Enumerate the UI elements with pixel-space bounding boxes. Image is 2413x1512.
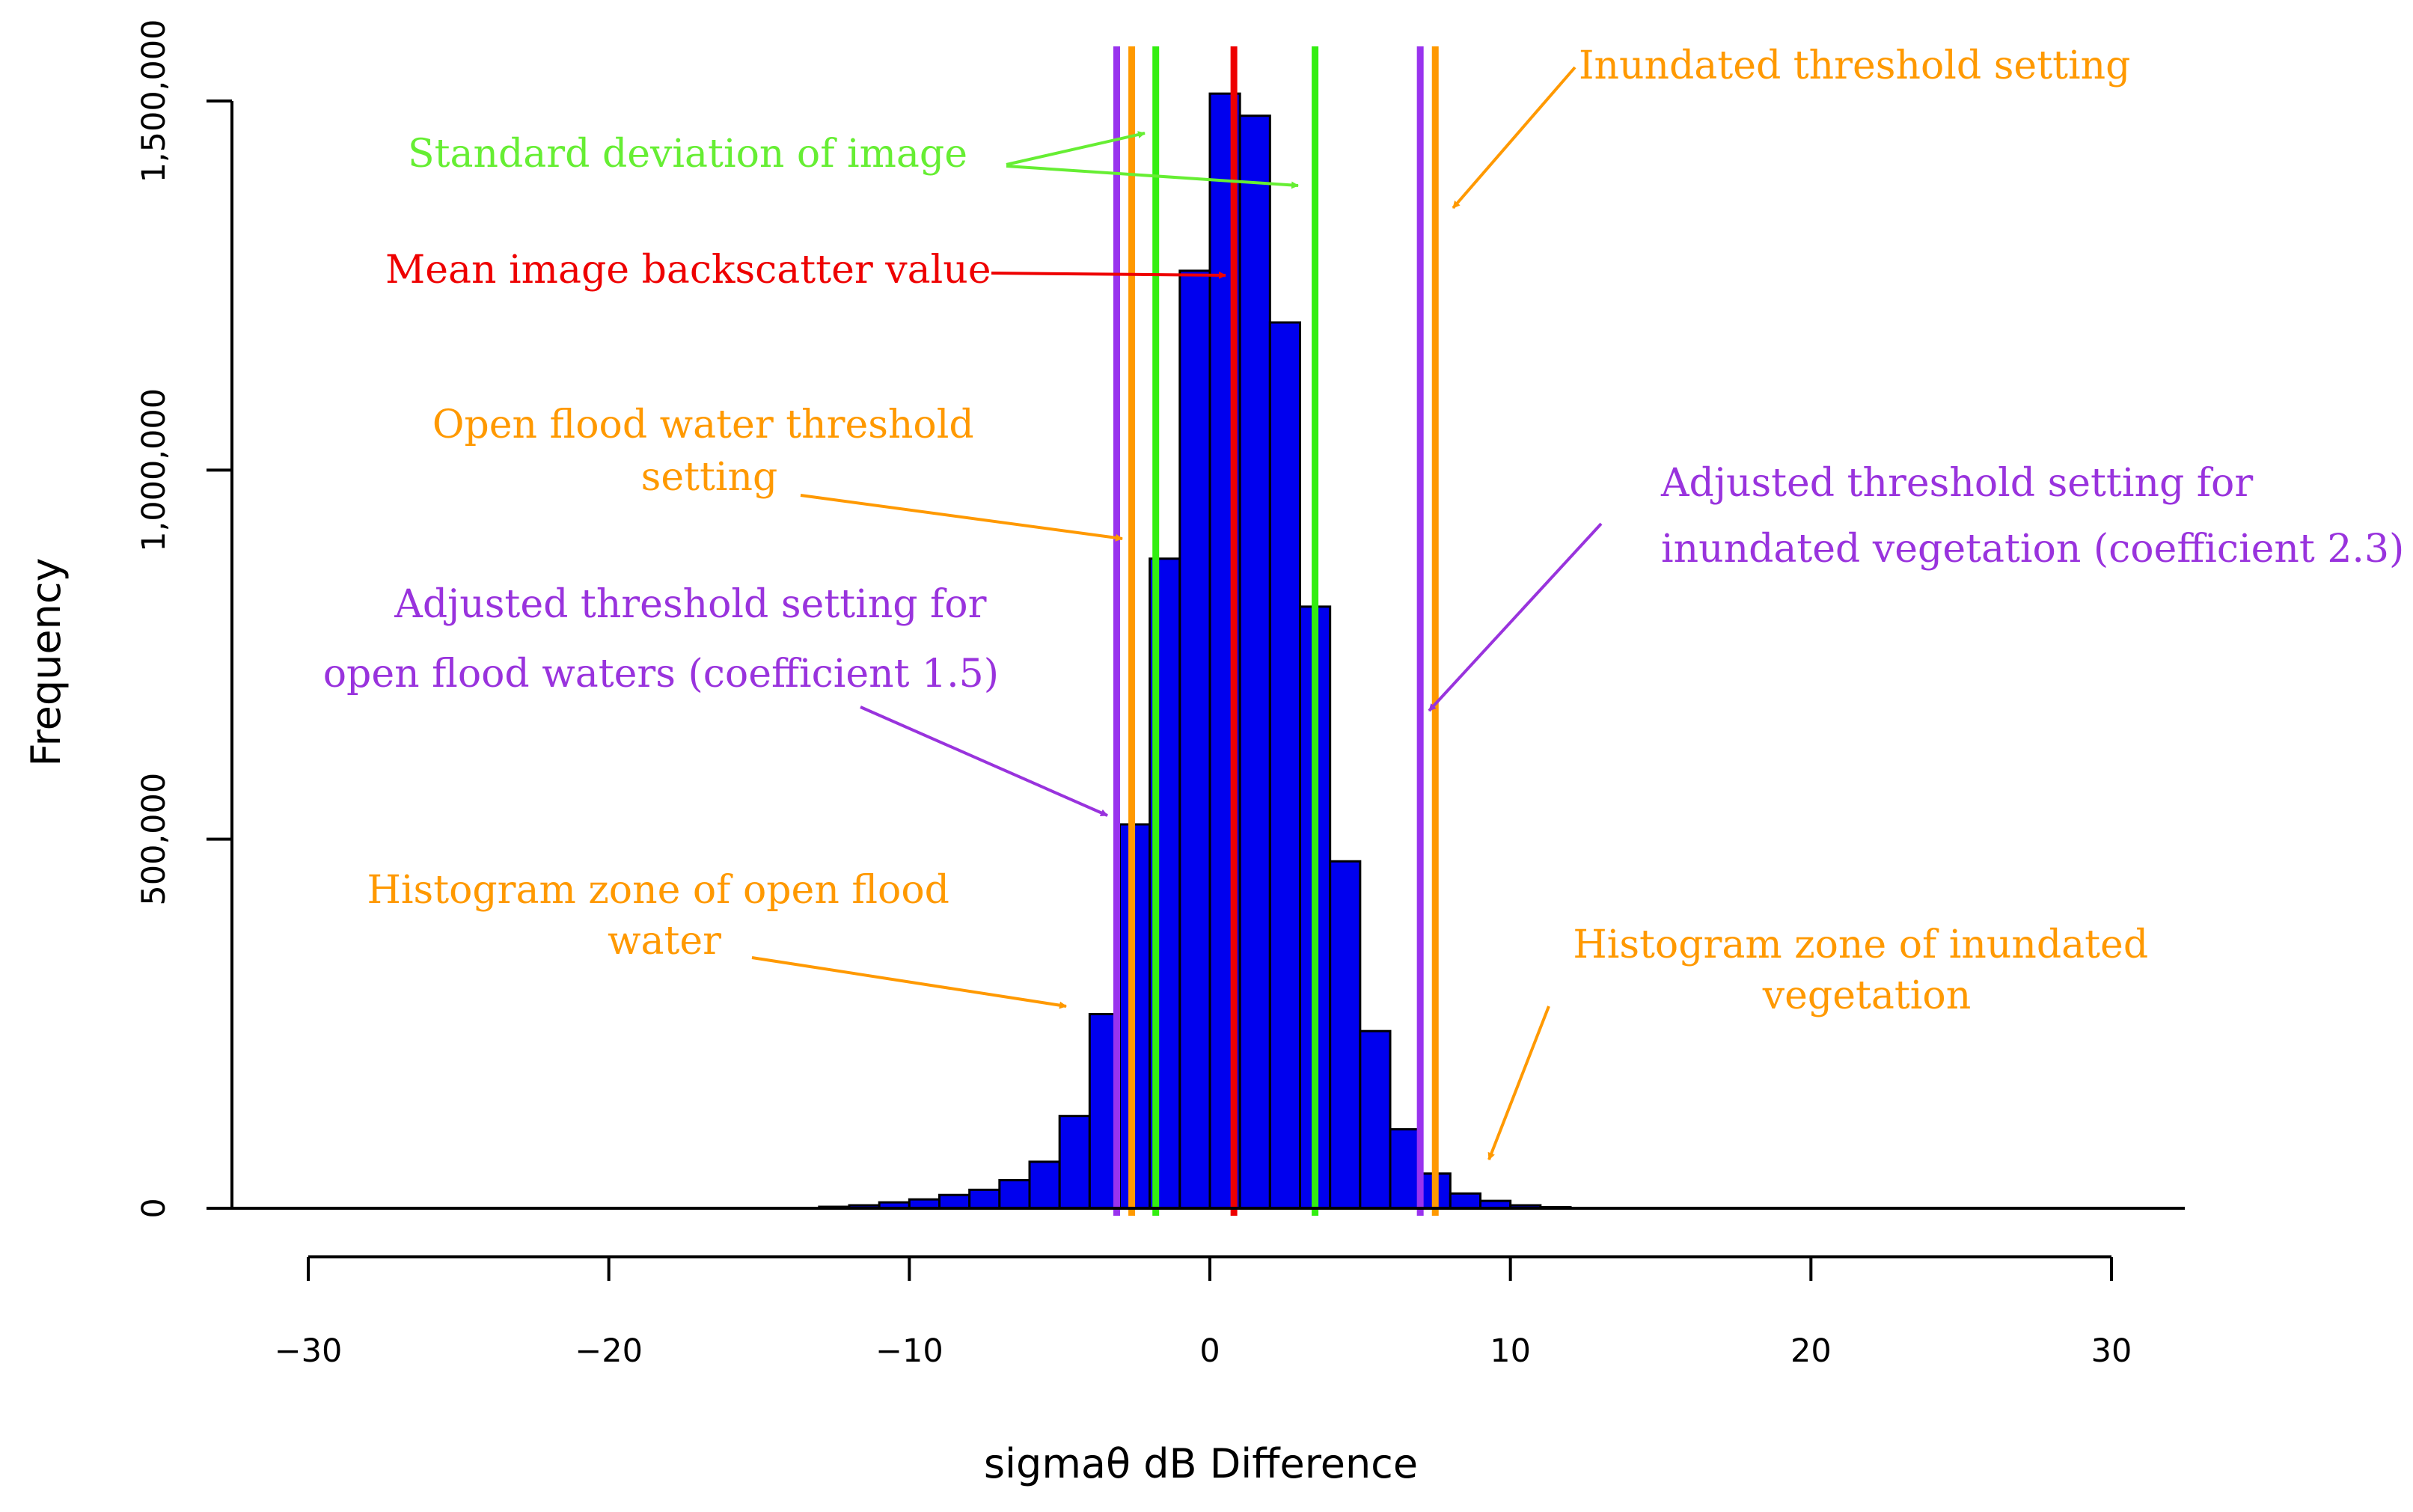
arrow-zone-inundated-vegetation <box>1487 1006 1550 1160</box>
x-axis: −30 −20 −10 0 10 20 30 <box>275 1255 2132 1370</box>
annotation-standard-deviation: Standard deviation of image <box>408 132 967 177</box>
histogram-bar <box>1058 1115 1091 1210</box>
histogram-bar <box>1178 269 1211 1210</box>
arrow-adjusted-inundated-vegetation <box>1428 522 1603 712</box>
annotation-open-flood-threshold: Open flood water threshold setting <box>432 403 986 500</box>
x-tick-label: 10 <box>1490 1332 1531 1370</box>
arrow-adjusted-open-flood <box>860 706 1108 817</box>
annotation-line: Adjusted threshold setting for <box>394 582 986 627</box>
annotation-zone-open-flood: Histogram zone of open flood water <box>367 868 962 964</box>
histogram-bar <box>1389 1127 1422 1210</box>
annotation-mean-backscatter: Mean image backscatter value <box>385 248 991 293</box>
annotation-line: water <box>608 919 721 964</box>
x-tick-label: 20 <box>1790 1332 1832 1370</box>
annotation-inundated-threshold: Inundated threshold setting <box>1579 43 2130 88</box>
annotations: Inundated threshold setting Standard dev… <box>323 43 2405 1018</box>
y-tick-label: 500,000 <box>135 773 173 906</box>
annotation-line: Adjusted threshold setting for <box>1660 461 2253 506</box>
x-tick-label: 30 <box>2091 1332 2132 1370</box>
y-axis-title: Frequency <box>22 558 70 767</box>
arrow-inundated-threshold <box>1452 66 1576 209</box>
annotation-line: Standard deviation of image <box>408 132 967 177</box>
arrow-zone-open-flood <box>751 956 1067 1009</box>
annotation-zone-inundated-vegetation: Histogram zone of inundated vegetation <box>1573 922 2160 1018</box>
arrow-std-dev-right <box>1006 165 1299 189</box>
annotation-line: Histogram zone of open flood <box>367 868 949 913</box>
histogram-bar <box>968 1188 1001 1210</box>
annotation-line: open flood waters (coefficient 1.5) <box>323 652 999 697</box>
arrow-std-dev-left <box>1006 131 1146 166</box>
annotation-line: Histogram zone of inundated <box>1573 922 2148 967</box>
x-tick-label: −20 <box>575 1332 643 1370</box>
histogram-bar <box>1449 1192 1482 1210</box>
y-axis: 0 500,000 1,000,000 1,500,000 <box>135 19 232 1219</box>
annotation-arrows <box>751 66 1603 1160</box>
histogram-bar <box>1238 114 1271 1210</box>
threshold-lines <box>1113 46 1439 1216</box>
annotation-line: setting <box>641 455 778 500</box>
histogram-bar <box>1329 860 1362 1210</box>
annotation-line: Mean image backscatter value <box>385 248 991 293</box>
y-tick-label: 0 <box>135 1198 173 1218</box>
histogram-bar <box>1028 1160 1061 1210</box>
arrow-mean <box>991 271 1226 279</box>
y-tick-label: 1,000,000 <box>135 388 173 552</box>
annotation-line: inundated vegetation (coefficient 2.3) <box>1661 527 2404 572</box>
annotation-line: Open flood water threshold <box>432 403 974 447</box>
annotation-line: Inundated threshold setting <box>1579 43 2130 88</box>
annotation-line: vegetation <box>1762 973 1971 1018</box>
histogram-bar <box>1359 1029 1392 1210</box>
x-tick-label: −30 <box>275 1332 343 1370</box>
x-axis-title: sigmaθ dB Difference <box>984 1440 1418 1487</box>
histogram-bar <box>938 1193 971 1210</box>
histogram-bar <box>1268 321 1302 1210</box>
y-tick-label: 1,500,000 <box>135 19 173 183</box>
annotation-adjusted-inundated-vegetation: Adjusted threshold setting for inundated… <box>1660 461 2404 572</box>
histogram-bar <box>998 1179 1031 1210</box>
x-tick-label: −10 <box>875 1332 944 1370</box>
arrow-open-flood-threshold <box>800 494 1123 542</box>
x-tick-label: 0 <box>1199 1332 1220 1370</box>
annotation-adjusted-open-flood: Adjusted threshold setting for open floo… <box>323 582 999 697</box>
